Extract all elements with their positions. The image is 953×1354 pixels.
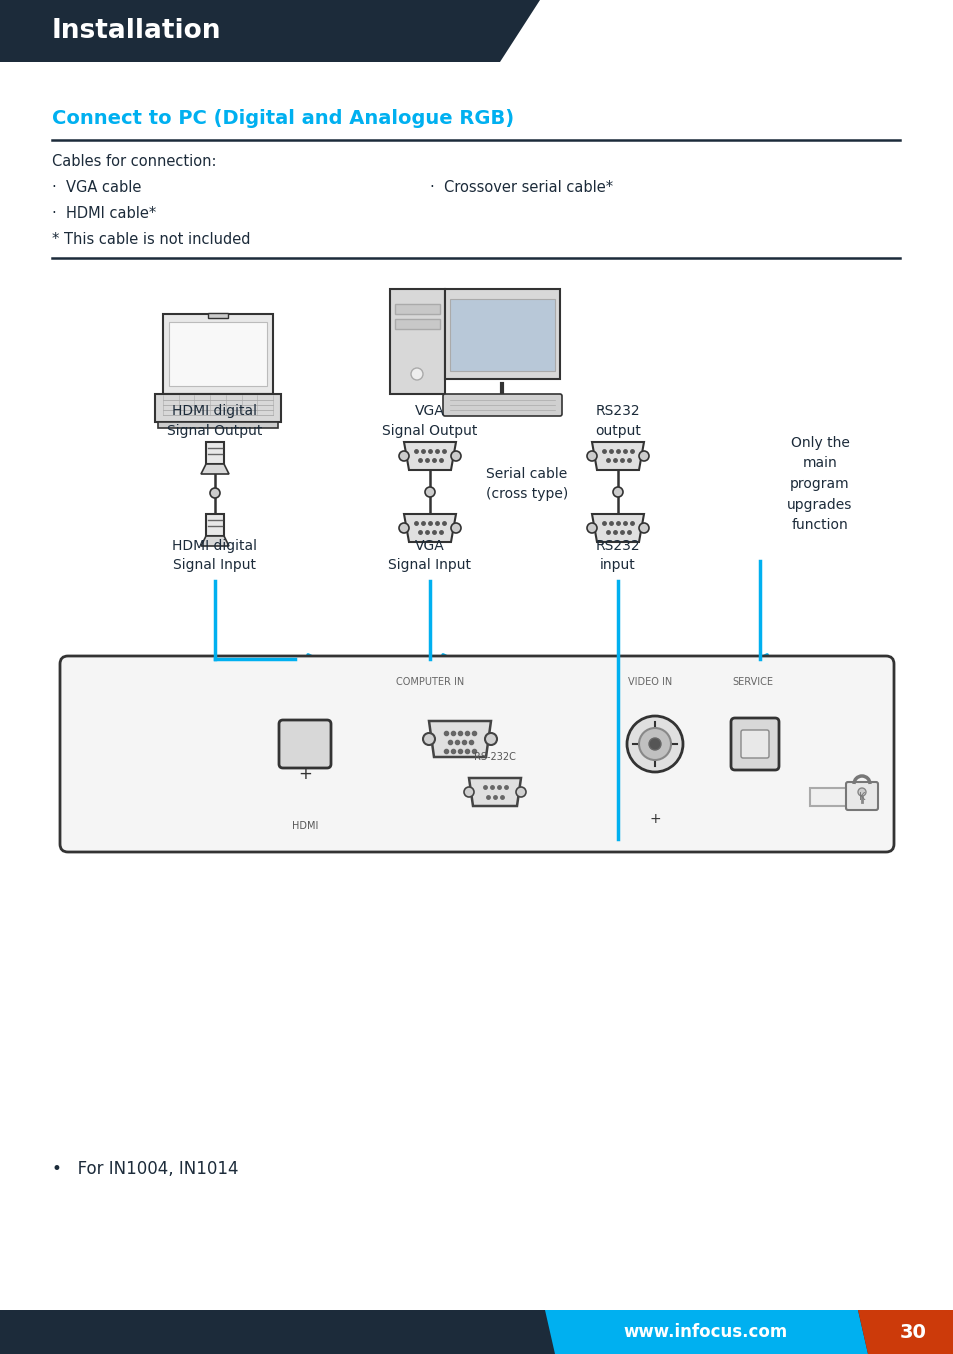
FancyBboxPatch shape xyxy=(740,730,768,758)
Text: VGA
Signal Input: VGA Signal Input xyxy=(388,539,471,573)
Circle shape xyxy=(613,487,622,497)
Text: www.infocus.com: www.infocus.com xyxy=(623,1323,787,1340)
Polygon shape xyxy=(469,779,520,806)
Text: VGA
Signal Output: VGA Signal Output xyxy=(382,403,477,437)
Polygon shape xyxy=(403,515,456,542)
Bar xyxy=(0,1311,953,1354)
Bar xyxy=(395,305,439,314)
Circle shape xyxy=(451,451,460,460)
Bar xyxy=(450,299,555,371)
Text: ·  HDMI cable*: · HDMI cable* xyxy=(52,207,156,222)
Text: +: + xyxy=(297,765,312,783)
Bar xyxy=(163,314,273,394)
Bar xyxy=(444,288,559,379)
Bar xyxy=(169,322,267,386)
Text: Installation: Installation xyxy=(52,18,221,43)
Circle shape xyxy=(210,487,220,498)
Circle shape xyxy=(398,523,409,533)
Circle shape xyxy=(639,451,648,460)
Text: RS232
input: RS232 input xyxy=(595,539,639,573)
FancyBboxPatch shape xyxy=(730,718,779,770)
Circle shape xyxy=(451,523,460,533)
Polygon shape xyxy=(592,441,643,470)
Text: RS-232C: RS-232C xyxy=(474,751,516,762)
Bar xyxy=(809,788,847,806)
FancyBboxPatch shape xyxy=(845,783,877,810)
Polygon shape xyxy=(544,1311,867,1354)
Circle shape xyxy=(639,728,670,760)
Circle shape xyxy=(857,788,865,796)
Bar xyxy=(208,313,228,318)
Text: Cables for connection:: Cables for connection: xyxy=(52,154,216,169)
Polygon shape xyxy=(201,464,229,474)
Polygon shape xyxy=(429,720,491,757)
Text: Connect to PC (Digital and Analogue RGB): Connect to PC (Digital and Analogue RGB) xyxy=(52,108,514,127)
Text: 30: 30 xyxy=(899,1323,925,1342)
Circle shape xyxy=(463,787,474,798)
Text: RS232
output: RS232 output xyxy=(595,403,640,437)
Polygon shape xyxy=(201,536,229,546)
Polygon shape xyxy=(0,0,539,62)
Polygon shape xyxy=(857,1311,953,1354)
Circle shape xyxy=(586,451,597,460)
Text: ·  VGA cable: · VGA cable xyxy=(52,180,141,195)
Text: COMPUTER IN: COMPUTER IN xyxy=(395,677,464,686)
FancyBboxPatch shape xyxy=(60,655,893,852)
Text: HDMI digital
Signal Output: HDMI digital Signal Output xyxy=(167,403,262,437)
Circle shape xyxy=(411,368,422,380)
Polygon shape xyxy=(592,515,643,542)
Circle shape xyxy=(398,451,409,460)
Bar xyxy=(479,395,523,401)
Text: Only the
main
program
upgrades
function: Only the main program upgrades function xyxy=(786,436,852,532)
FancyBboxPatch shape xyxy=(278,720,331,768)
Circle shape xyxy=(516,787,525,798)
Text: Serial cable
(cross type): Serial cable (cross type) xyxy=(485,467,568,501)
Circle shape xyxy=(648,738,660,750)
Polygon shape xyxy=(403,441,456,470)
Text: •   For IN1004, IN1014: • For IN1004, IN1014 xyxy=(52,1160,238,1178)
Text: K: K xyxy=(858,792,864,802)
Circle shape xyxy=(586,523,597,533)
Text: HDMI: HDMI xyxy=(292,821,318,831)
Text: SERVICE: SERVICE xyxy=(732,677,773,686)
Bar xyxy=(390,288,444,394)
Bar xyxy=(395,320,439,329)
Circle shape xyxy=(424,487,435,497)
Circle shape xyxy=(422,733,435,745)
Text: HDMI digital
Signal Input: HDMI digital Signal Input xyxy=(172,539,257,573)
Text: VIDEO IN: VIDEO IN xyxy=(627,677,672,686)
FancyBboxPatch shape xyxy=(442,394,561,416)
Circle shape xyxy=(484,733,497,745)
Text: * This cable is not included: * This cable is not included xyxy=(52,233,251,248)
Text: ·  Crossover serial cable*: · Crossover serial cable* xyxy=(430,180,613,195)
Bar xyxy=(206,441,224,464)
Bar xyxy=(154,394,281,422)
Circle shape xyxy=(626,716,682,772)
Circle shape xyxy=(639,523,648,533)
Bar xyxy=(206,515,224,536)
Text: +: + xyxy=(648,812,660,826)
Bar xyxy=(158,422,277,428)
